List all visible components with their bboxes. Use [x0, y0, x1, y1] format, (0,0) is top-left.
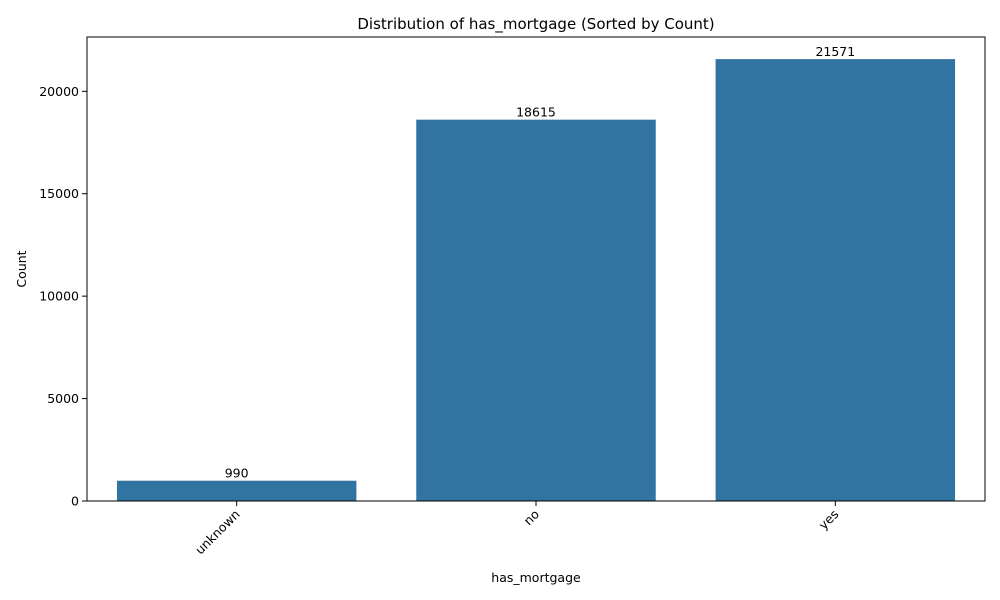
data-labels-group: 990 18615 21571 [225, 44, 855, 481]
x-tick-label-yes: yes [816, 507, 842, 533]
y-tick-label: 20000 [39, 84, 79, 99]
bars-group [116, 59, 956, 502]
data-label-unknown: 990 [225, 466, 249, 481]
bar-unknown [116, 480, 357, 501]
bar-no [416, 119, 656, 501]
y-tick-label: 10000 [39, 289, 79, 304]
bar-yes [715, 59, 956, 502]
chart-title: Distribution of has_mortgage (Sorted by … [357, 15, 714, 34]
data-label-no: 18615 [516, 105, 556, 120]
x-axis: unknown no yes [192, 501, 841, 557]
plot-frame [86, 36, 986, 502]
y-tick-label: 15000 [39, 186, 79, 201]
y-tick-label: 0 [71, 494, 79, 509]
y-axis: 0 5000 10000 15000 20000 [39, 84, 87, 509]
x-axis-label: has_mortgage [491, 570, 581, 585]
data-label-yes: 21571 [815, 44, 855, 59]
y-axis-label: Count [14, 250, 29, 287]
y-tick-label: 5000 [47, 391, 79, 406]
x-tick-label-no: no [520, 507, 542, 529]
x-tick-label-unknown: unknown [192, 507, 243, 558]
